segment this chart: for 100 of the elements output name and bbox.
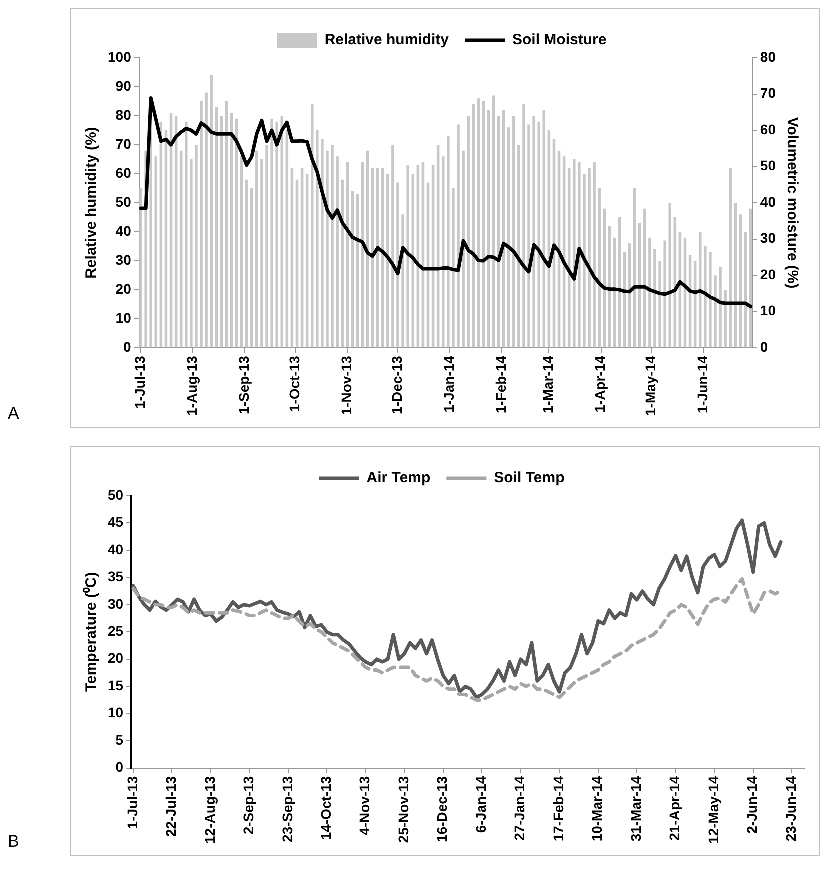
bar [306,174,309,348]
bar [286,130,289,348]
y-tick-label: 50 [116,194,132,210]
bar [256,150,258,348]
x-tick-label: 1-Oct-13 [286,356,302,412]
bar [598,188,601,348]
bar [200,102,203,348]
x-tick-label: 1-Mar-14 [540,356,556,414]
y-tick-label: 90 [116,78,132,94]
bar [266,145,268,348]
legend-label: Soil Moisture [512,32,607,49]
bar [719,266,722,348]
x-tick-label: 12-May-14 [705,776,722,844]
y-tick-label: 0 [124,338,132,355]
bar [644,208,646,348]
y-tick-label: 10 [108,704,124,721]
bar [532,116,536,348]
bar [396,182,400,348]
x-tick-label: 27-Jan-14 [512,776,528,841]
y2-tick-label: 30 [760,230,776,246]
y2-tick-label: 20 [760,266,776,282]
bar [512,116,516,348]
x-tick-label: 21-Apr-14 [666,776,683,841]
bar [467,116,470,348]
y-tick-label: 25 [108,623,124,640]
bar [290,168,294,348]
bar [724,290,727,348]
y-tick-label: 60 [116,164,132,181]
bar [180,150,183,348]
x-tick-label: 6-Jan-14 [472,776,489,834]
y-tick-label: 5 [116,732,124,748]
bar [573,160,576,348]
bar [588,168,591,348]
x-tick-label: 17-Feb-14 [550,776,566,842]
bar [260,160,264,348]
y-tick-label: 15 [108,677,124,694]
y2-tick-label: 70 [760,85,776,102]
bar [709,252,712,348]
x-tick-label: 23-Sep-13 [279,776,296,842]
bar [538,122,540,348]
bar [195,145,198,348]
y2-tick-label: 40 [760,194,776,210]
bar [583,174,586,348]
bar [593,162,596,348]
y-tick-label: 35 [108,568,124,585]
bar [150,122,152,348]
x-tick-label: 14-Oct-13 [318,776,334,840]
y2-axis-title: Volumetric moisture (%) [784,117,801,289]
x-tick-label: 1-Jul-13 [124,776,140,830]
y-tick-label: 70 [116,136,132,152]
bar [392,145,394,348]
bar [240,156,244,348]
bar [457,124,460,348]
x-tick-label: 10-Mar-14 [589,776,606,842]
x-tick-label: 1-Aug-13 [184,356,200,416]
bar [386,174,390,348]
x-tick-label: 1-Feb-14 [493,356,510,414]
bar [300,168,304,348]
bar [250,188,254,348]
y2-tick-label: 80 [760,48,776,65]
bar [522,104,526,348]
y-tick-label: 30 [108,596,124,612]
legend-label: Air Temp [366,470,431,487]
bar [210,75,213,348]
x-tick-label: 1-Jul-13 [132,356,148,410]
x-tick-label: 1-May-14 [642,356,659,416]
bar [704,246,707,348]
bar [321,139,324,348]
y2-tick-label: 10 [760,302,776,319]
y-tick-label: 20 [116,280,132,297]
bar [447,136,450,348]
bar [729,168,732,348]
y-tick-label: 45 [108,514,124,530]
y-tick-label: 20 [108,650,124,666]
x-tick-label: 23-Jun-14 [782,776,799,842]
y-tick-label: 50 [108,486,124,503]
x-tick-label: 1-Jun-14 [694,356,711,414]
x-tick-label: 1-Sep-13 [236,356,252,414]
bar [528,124,530,348]
text: B [8,832,20,852]
y-axis-title: Relative humidity (%) [83,127,100,279]
legend-label: Relative humidity [324,32,450,49]
bar [462,150,465,348]
bar [245,180,248,348]
bar [336,156,339,348]
y2-tick-label: 50 [760,158,776,174]
y-tick-label: 0 [116,759,124,776]
bar [140,188,142,348]
x-tick-label: 4-Nov-13 [356,776,373,836]
bar [185,122,188,348]
bar [326,150,329,348]
legend-label: Soil Temp [494,470,565,487]
x-tick-label: 25-Nov-13 [395,776,412,844]
x-tick-label: 12-Aug-13 [202,776,218,844]
x-tick-label: 1-Apr-14 [592,356,608,413]
x-tick-label: 16-Dec-13 [434,776,450,842]
bar [714,276,717,348]
x-tick-label: 31-Mar-14 [628,776,644,842]
y-tick-label: 40 [116,222,132,239]
y2-tick-label: 60 [760,121,776,138]
